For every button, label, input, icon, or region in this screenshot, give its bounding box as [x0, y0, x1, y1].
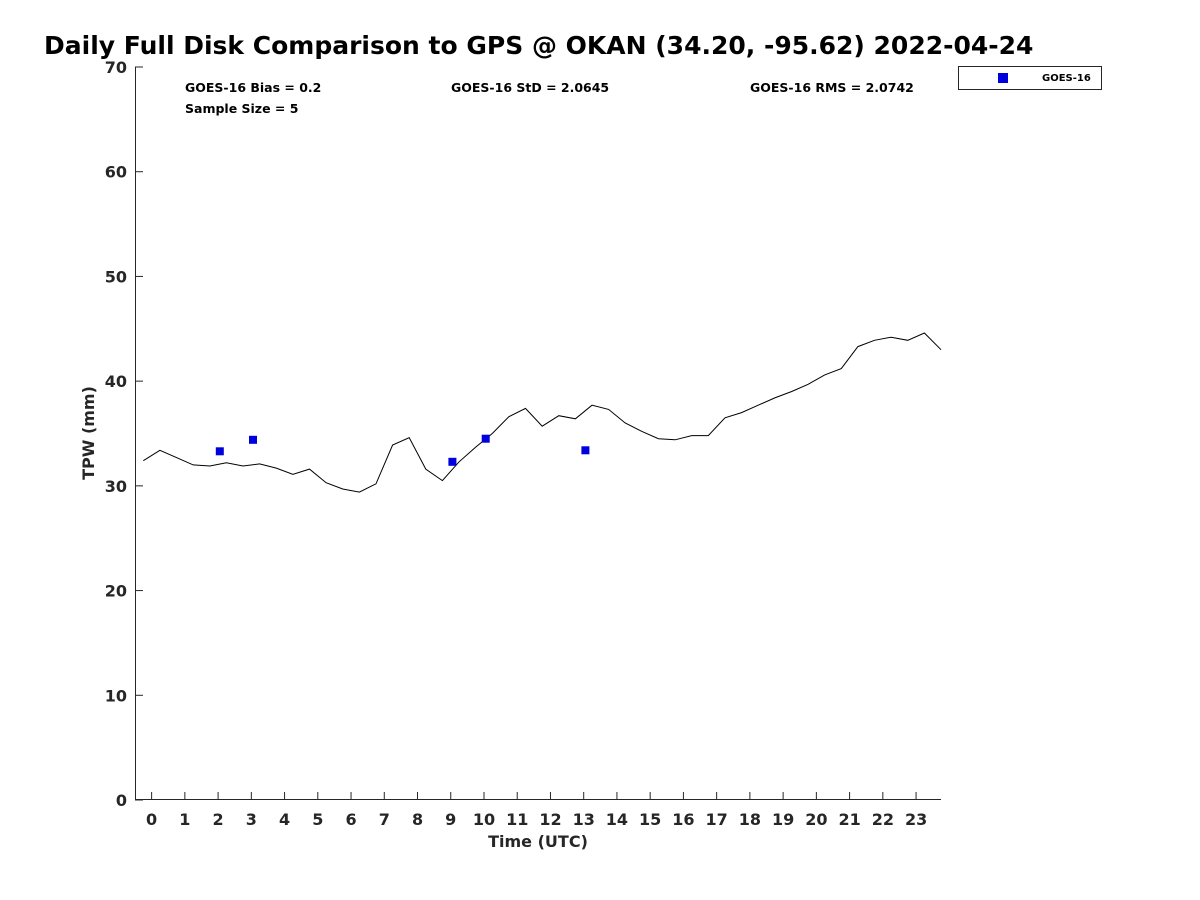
y-tick-label: 10 — [105, 686, 127, 705]
x-tick-label: 0 — [146, 810, 157, 829]
y-tick-label: 30 — [105, 477, 127, 496]
rms-stat: GOES-16 RMS = 2.0742 — [750, 80, 914, 95]
y-ticks: 0 10 20 30 40 50 60 70 — [105, 58, 143, 810]
y-tick-label: 50 — [105, 267, 127, 286]
legend-marker — [998, 73, 1008, 83]
x-tick-label: 16 — [672, 810, 694, 829]
x-tick-label: 23 — [905, 810, 927, 829]
x-tick-label: 2 — [213, 810, 224, 829]
legend: GOES-16 — [958, 66, 1102, 90]
y-tick-label: 20 — [105, 582, 127, 601]
goes-16-point — [448, 457, 457, 466]
y-tick-label: 0 — [116, 791, 127, 810]
goes-16-point — [481, 434, 490, 443]
sample-size-stat: Sample Size = 5 — [185, 101, 298, 116]
x-tick-label: 17 — [706, 810, 728, 829]
x-tick-label: 9 — [445, 810, 456, 829]
std-stat: GOES-16 StD = 2.0645 — [451, 80, 609, 95]
goes-16-point — [249, 435, 257, 444]
x-tick-label: 1 — [179, 810, 190, 829]
x-tick-label: 5 — [312, 810, 323, 829]
y-axis-label: TPW (mm) — [79, 386, 98, 480]
x-tick-label: 14 — [606, 810, 628, 829]
x-tick-label: 19 — [772, 810, 794, 829]
chart-title: Daily Full Disk Comparison to GPS @ OKAN… — [44, 31, 1033, 60]
x-tick-label: 21 — [838, 810, 860, 829]
x-tick-label: 18 — [739, 810, 761, 829]
y-tick-label: 40 — [105, 372, 127, 391]
x-tick-label: 8 — [412, 810, 423, 829]
x-axis-label: Time (UTC) — [488, 832, 588, 851]
x-tick-label: 11 — [506, 810, 528, 829]
y-tick-label: 70 — [105, 58, 127, 77]
legend-label: GOES-16 — [1042, 73, 1091, 84]
x-tick-label: 6 — [345, 810, 356, 829]
goes-16-point — [215, 447, 224, 456]
x-tick-label: 3 — [246, 810, 257, 829]
goes-16-point — [581, 446, 590, 455]
x-tick-label: 13 — [573, 810, 595, 829]
y-tick-label: 60 — [105, 163, 127, 182]
x-tick-label: 7 — [379, 810, 390, 829]
x-ticks: 0 1 2 3 4 5 6 7 8 9 10 11 12 13 14 15 16 17 18 19 20 21 22 23 — [146, 792, 927, 829]
goes-16-points — [215, 434, 590, 466]
legend-box — [958, 66, 1102, 90]
x-tick-label: 15 — [639, 810, 661, 829]
x-tick-label: 20 — [805, 810, 827, 829]
x-tick-label: 22 — [872, 810, 894, 829]
axes — [135, 67, 941, 800]
x-tick-label: 12 — [539, 810, 561, 829]
x-tick-label: 4 — [279, 810, 290, 829]
x-tick-label: 10 — [473, 810, 495, 829]
bias-stat: GOES-16 Bias = 0.2 — [185, 80, 321, 95]
gps-tpw-line — [143, 332, 942, 493]
